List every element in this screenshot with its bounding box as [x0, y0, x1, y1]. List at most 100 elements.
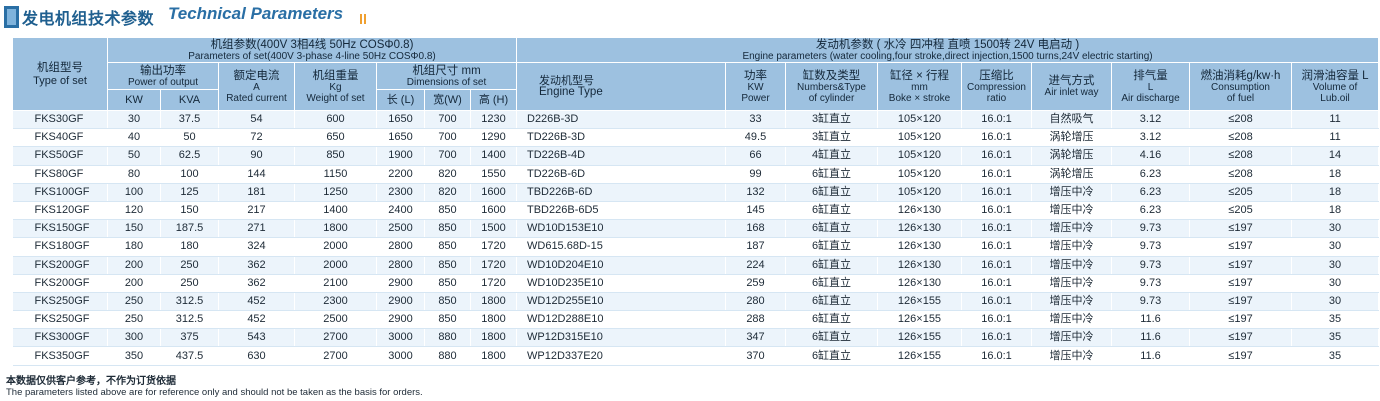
cell-air-inlet: 涡轮增压	[1031, 128, 1112, 148]
cell-width: 880	[424, 346, 471, 366]
cell-power-kw: 300	[107, 328, 161, 348]
cell-rated-current: 144	[218, 165, 295, 184]
cell-engine-power: 99	[725, 165, 786, 184]
cell-set-type: FKS300GF	[12, 328, 108, 348]
cell-power-kva: 50	[160, 128, 219, 148]
cell-engine-type: WP12D337E20	[516, 346, 726, 366]
cell-power-kw: 50	[107, 146, 161, 166]
cell-width: 820	[424, 165, 471, 184]
header-length: 长 (L)	[376, 89, 425, 111]
header-weight: 机组重量 Kg Weight of set	[294, 62, 377, 111]
table-row: FKS50GF 50 62.5 90 850 1900 700 1400 TD226B-4D 66…	[12, 146, 1380, 166]
cell-cylinders: 6缸直立	[785, 237, 878, 257]
cell-engine-type: WD10D235E10	[516, 274, 726, 293]
title-english: Technical Parameters	[168, 4, 344, 23]
title-chinese: 发电机组技术参数	[22, 11, 155, 28]
cell-fuel-consumption: ≤197	[1189, 292, 1292, 312]
cell-compression-ratio: 16.0:1	[961, 237, 1032, 257]
cell-rated-current: 72	[218, 128, 295, 148]
cell-fuel-consumption: ≤197	[1189, 310, 1292, 330]
cell-length: 2800	[376, 237, 425, 257]
cell-weight: 850	[294, 146, 377, 166]
cell-power-kva: 375	[160, 328, 219, 348]
cell-air-discharge: 11.6	[1111, 328, 1190, 348]
cell-height: 1720	[470, 274, 517, 293]
cell-compression-ratio: 16.0:1	[961, 146, 1032, 166]
cell-set-type: FKS30GF	[12, 110, 108, 130]
cell-lube-oil: 30	[1291, 274, 1380, 293]
cell-set-type: FKS80GF	[12, 165, 108, 184]
header-air-inlet: 进气方式 Air inlet way	[1031, 62, 1112, 111]
header-width: 宽(W)	[424, 89, 471, 111]
cell-cylinders: 6缸直立	[785, 219, 878, 239]
cell-lube-oil: 18	[1291, 165, 1380, 184]
cell-set-type: FKS250GF	[12, 292, 108, 312]
cell-rated-current: 217	[218, 201, 295, 221]
cell-power-kva: 100	[160, 165, 219, 184]
cell-height: 1230	[470, 110, 517, 130]
cell-lube-oil: 14	[1291, 146, 1380, 166]
cell-height: 1720	[470, 237, 517, 257]
cell-engine-power: 132	[725, 183, 786, 202]
cell-air-inlet: 自然吸气	[1031, 110, 1112, 130]
cell-set-type: FKS200GF	[12, 274, 108, 293]
cell-air-inlet: 增压中冷	[1031, 310, 1112, 330]
cell-weight: 2700	[294, 328, 377, 348]
cell-lube-oil: 30	[1291, 292, 1380, 312]
cell-length: 1900	[376, 146, 425, 166]
cell-air-discharge: 9.73	[1111, 237, 1190, 257]
cell-set-type: FKS250GF	[12, 310, 108, 330]
cell-length: 2200	[376, 165, 425, 184]
table-row: FKS200GF 200 250 362 2100 2900 850 1720 WD10D235…	[12, 274, 1380, 293]
cell-fuel-consumption: ≤208	[1189, 165, 1292, 184]
cell-rated-current: 630	[218, 346, 295, 366]
cell-lube-oil: 35	[1291, 328, 1380, 348]
cell-rated-current: 362	[218, 256, 295, 275]
cell-power-kw: 100	[107, 183, 161, 202]
cell-width: 820	[424, 183, 471, 202]
table-row: FKS250GF 250 312.5 452 2500 2900 850 1800 WD12D2…	[12, 310, 1380, 330]
cell-power-kw: 30	[107, 110, 161, 130]
cell-length: 2300	[376, 183, 425, 202]
cell-length: 3000	[376, 346, 425, 366]
cell-power-kva: 312.5	[160, 292, 219, 312]
header-engine-power: 功率 KW Power	[725, 62, 786, 111]
cell-set-type: FKS50GF	[12, 146, 108, 166]
cell-weight: 1150	[294, 165, 377, 184]
cell-lube-oil: 11	[1291, 128, 1380, 148]
cell-engine-type: WD12D288E10	[516, 310, 726, 330]
cell-air-discharge: 3.12	[1111, 128, 1190, 148]
cell-height: 1800	[470, 292, 517, 312]
cell-weight: 1800	[294, 219, 377, 239]
cell-fuel-consumption: ≤208	[1189, 146, 1292, 166]
cell-lube-oil: 30	[1291, 219, 1380, 239]
cell-height: 1600	[470, 201, 517, 221]
cell-compression-ratio: 16.0:1	[961, 219, 1032, 239]
cell-compression-ratio: 16.0:1	[961, 165, 1032, 184]
header-type-of-set: 机组型号 Type of set	[12, 37, 108, 111]
cell-bore-stroke: 126×155	[877, 310, 962, 330]
table-row: FKS250GF 250 312.5 452 2300 2900 850 1800 WD12D2…	[12, 292, 1380, 312]
cell-height: 1290	[470, 128, 517, 148]
cell-engine-type: TD226B-4D	[516, 146, 726, 166]
cell-set-type: FKS180GF	[12, 237, 108, 257]
table-row: FKS40GF 40 50 72 650 1650 700 1290 TD226B-3D 49.5…	[12, 128, 1380, 148]
cell-air-discharge: 9.73	[1111, 274, 1190, 293]
cell-power-kw: 200	[107, 274, 161, 293]
cell-air-inlet: 增压中冷	[1031, 183, 1112, 202]
cell-bore-stroke: 105×120	[877, 110, 962, 130]
cell-air-discharge: 9.73	[1111, 219, 1190, 239]
cell-set-type: FKS350GF	[12, 346, 108, 366]
cell-compression-ratio: 16.0:1	[961, 110, 1032, 130]
cell-engine-type: TD226B-6D	[516, 165, 726, 184]
cell-engine-type: WD615.68D-15	[516, 237, 726, 257]
cell-height: 1400	[470, 146, 517, 166]
cell-power-kva: 437.5	[160, 346, 219, 366]
cell-set-type: FKS40GF	[12, 128, 108, 148]
cell-cylinders: 6缸直立	[785, 346, 878, 366]
cell-height: 1800	[470, 346, 517, 366]
cell-air-inlet: 增压中冷	[1031, 201, 1112, 221]
cell-length: 2900	[376, 310, 425, 330]
cell-fuel-consumption: ≤197	[1189, 328, 1292, 348]
header-fuel-consumption: 燃油消耗g/kw·h Consumption of fuel	[1189, 62, 1292, 111]
